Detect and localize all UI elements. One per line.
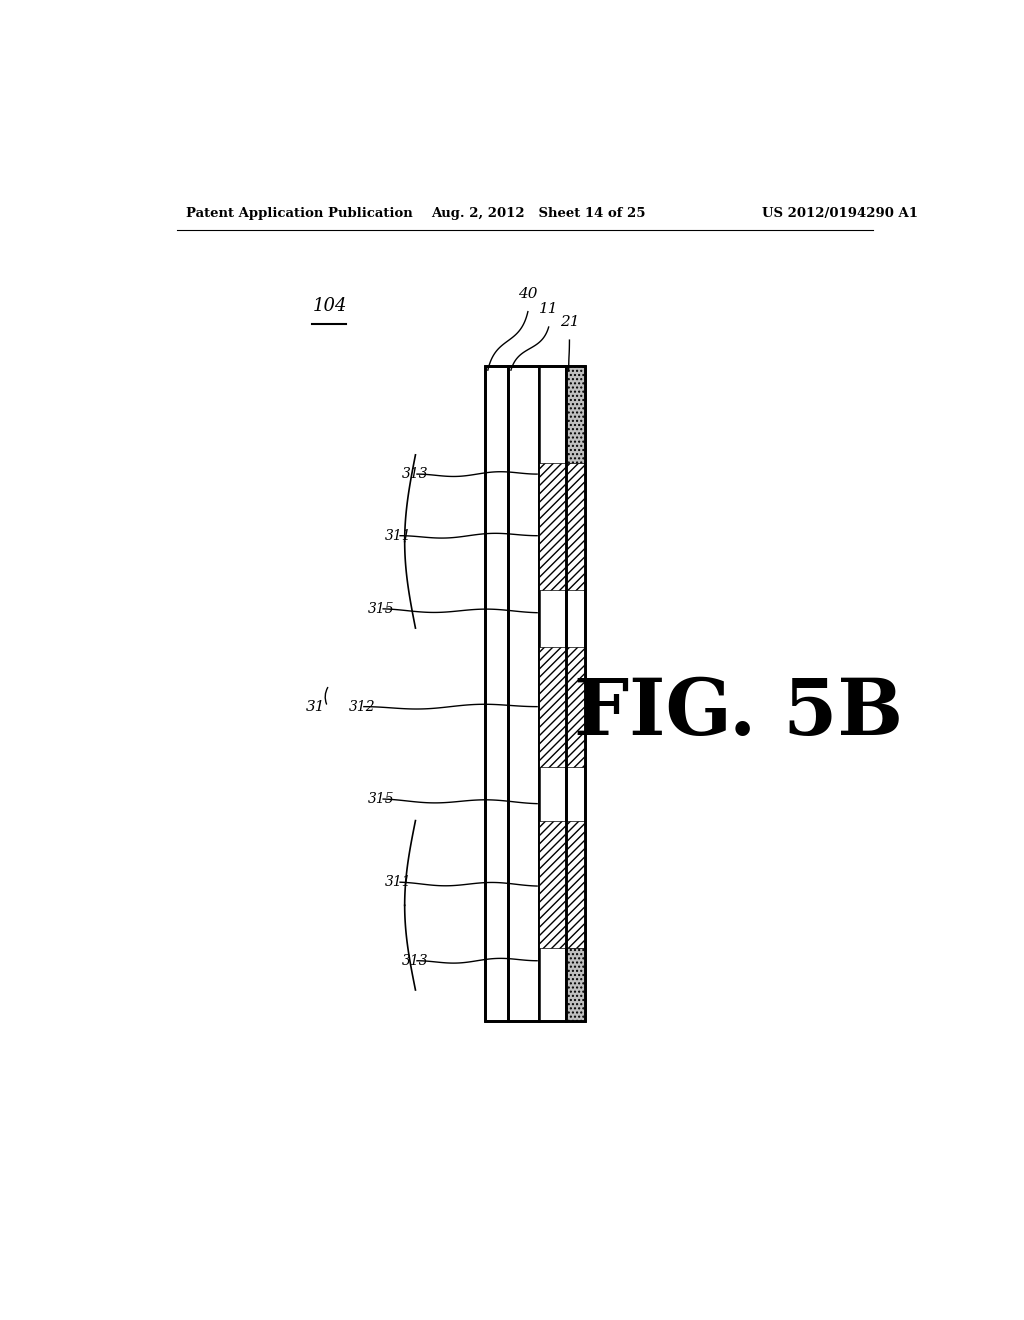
Bar	[484, 367, 585, 1020]
Text: 315: 315	[368, 792, 394, 807]
Bar	[565, 367, 585, 462]
Bar	[539, 367, 565, 1020]
Bar	[484, 367, 508, 1020]
Bar	[484, 367, 508, 1020]
Text: 104: 104	[312, 297, 347, 314]
Bar	[565, 367, 585, 1020]
Text: Patent Application Publication: Patent Application Publication	[186, 207, 413, 220]
Bar	[565, 948, 585, 1020]
Text: 313: 313	[401, 467, 428, 480]
Text: Aug. 2, 2012   Sheet 14 of 25: Aug. 2, 2012 Sheet 14 of 25	[431, 207, 645, 220]
Bar	[539, 821, 585, 948]
Text: 31: 31	[306, 700, 326, 714]
Text: 313: 313	[401, 954, 428, 968]
Bar	[508, 367, 539, 1020]
Text: 311: 311	[385, 875, 412, 890]
Bar	[565, 367, 585, 1020]
Text: 315: 315	[368, 602, 394, 616]
Bar	[508, 367, 565, 1020]
Text: FIG. 5B: FIG. 5B	[574, 675, 903, 751]
Text: 40: 40	[518, 286, 538, 301]
Text: US 2012/0194290 A1: US 2012/0194290 A1	[762, 207, 918, 220]
Text: 311: 311	[385, 529, 412, 543]
Text: 312: 312	[348, 700, 375, 714]
Text: 11: 11	[539, 302, 558, 317]
Bar	[539, 647, 585, 767]
Bar	[539, 462, 585, 590]
Text: 21: 21	[560, 315, 580, 330]
